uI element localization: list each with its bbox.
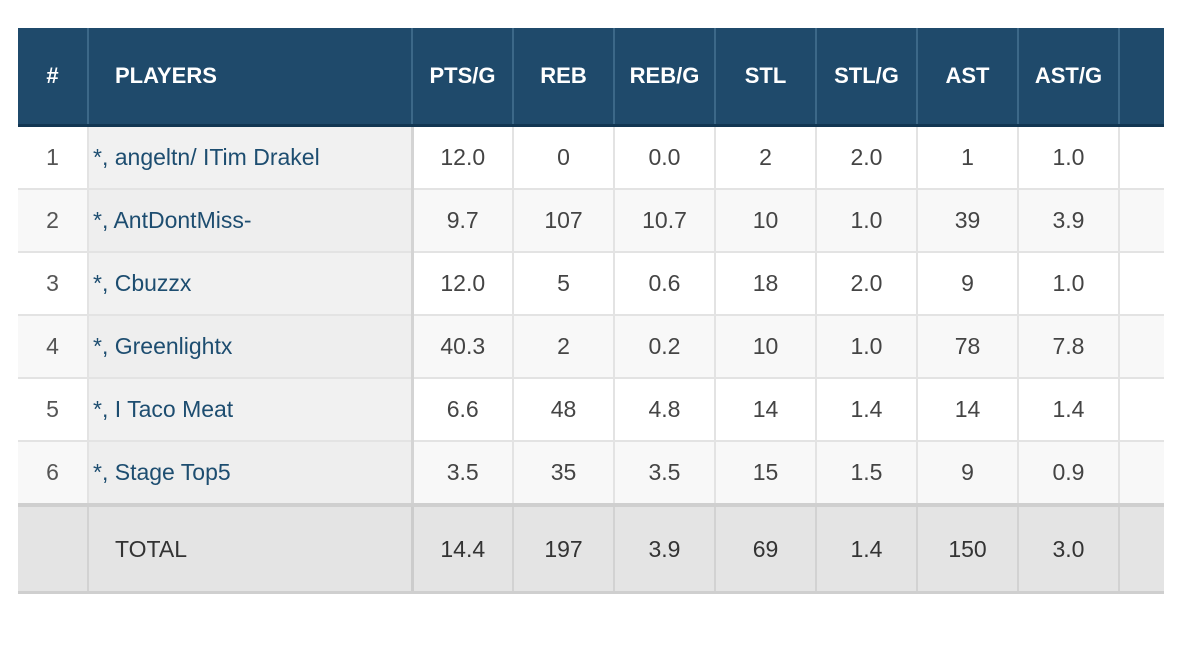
stl-cell: 10 (715, 315, 817, 379)
total-stl-per-game: 1.4 (816, 503, 918, 594)
ast-cell: 39 (917, 189, 1019, 253)
stl-per-game-cell: 2.0 (816, 252, 918, 316)
total-reb-per-game: 3.9 (614, 503, 716, 594)
stl-per-game-cell: 2.0 (816, 125, 918, 190)
pts-per-game-cell: 6.6 (412, 378, 514, 442)
ast-per-game-cell: 1.0 (1018, 252, 1120, 316)
table-row: 1 *, angeltn/ ITim Drakel 12.0 0 0.0 2 2… (18, 125, 1164, 190)
ast-per-game-cell: 1.0 (1018, 125, 1120, 190)
next-column-cell (1119, 441, 1164, 506)
table-row: 6 *, Stage Top5 3.5 35 3.5 15 1.5 9 0.9 (18, 441, 1164, 506)
rank-cell: 1 (18, 125, 89, 190)
player-link[interactable]: *, Stage Top5 (88, 441, 414, 506)
next-column-cell (1119, 189, 1164, 253)
reb-cell: 48 (513, 378, 615, 442)
ast-cell: 1 (917, 125, 1019, 190)
stl-cell: 2 (715, 125, 817, 190)
stl-per-game-cell: 1.0 (816, 315, 918, 379)
total-stl: 69 (715, 503, 817, 594)
header-stl-per-game[interactable]: STL/G (816, 28, 918, 127)
header-players[interactable]: PLAYERS (88, 28, 413, 127)
stl-per-game-cell: 1.5 (816, 441, 918, 506)
ast-per-game-cell: 0.9 (1018, 441, 1120, 506)
reb-cell: 107 (513, 189, 615, 253)
header-stl[interactable]: STL (715, 28, 817, 127)
reb-per-game-cell: 3.5 (614, 441, 716, 506)
next-column-cell (1119, 252, 1164, 316)
pts-per-game-cell: 12.0 (412, 125, 514, 190)
next-column-cell (1119, 125, 1164, 190)
pts-per-game-cell: 9.7 (412, 189, 514, 253)
ast-per-game-cell: 3.9 (1018, 189, 1120, 253)
next-column-cell (1119, 378, 1164, 442)
total-next-column (1119, 503, 1164, 594)
table-row: 4 *, Greenlightx 40.3 2 0.2 10 1.0 78 7.… (18, 315, 1164, 379)
next-column-cell (1119, 315, 1164, 379)
table-row: 5 *, I Taco Meat 6.6 48 4.8 14 1.4 14 1.… (18, 378, 1164, 442)
table-row: 2 *, AntDontMiss- 9.7 107 10.7 10 1.0 39… (18, 189, 1164, 253)
rank-cell: 2 (18, 189, 89, 253)
reb-per-game-cell: 0.6 (614, 252, 716, 316)
rank-cell: 5 (18, 378, 89, 442)
stl-cell: 15 (715, 441, 817, 506)
table-row: 3 *, Cbuzzx 12.0 5 0.6 18 2.0 9 1.0 (18, 252, 1164, 316)
pts-per-game-cell: 12.0 (412, 252, 514, 316)
player-stats-table: # PLAYERS PTS/G REB REB/G STL STL/G AST … (18, 28, 1164, 594)
ast-cell: 78 (917, 315, 1019, 379)
table-body: 1 *, angeltn/ ITim Drakel 12.0 0 0.0 2 2… (18, 125, 1164, 506)
pts-per-game-cell: 3.5 (412, 441, 514, 506)
ast-cell: 14 (917, 378, 1019, 442)
header-rank[interactable]: # (18, 28, 89, 127)
reb-cell: 35 (513, 441, 615, 506)
rank-cell: 4 (18, 315, 89, 379)
reb-per-game-cell: 0.2 (614, 315, 716, 379)
reb-cell: 5 (513, 252, 615, 316)
player-link[interactable]: *, I Taco Meat (88, 378, 414, 442)
stl-per-game-cell: 1.0 (816, 189, 918, 253)
total-label: TOTAL (88, 503, 414, 594)
player-link[interactable]: *, AntDontMiss- (88, 189, 414, 253)
player-link[interactable]: *, Greenlightx (88, 315, 414, 379)
header-ast-per-game[interactable]: AST/G (1018, 28, 1120, 127)
stl-per-game-cell: 1.4 (816, 378, 918, 442)
stats-table-viewport[interactable]: # PLAYERS PTS/G REB REB/G STL STL/G AST … (18, 28, 1164, 608)
table-footer: TOTAL 14.4 197 3.9 69 1.4 150 3.0 (18, 503, 1164, 594)
total-ast-per-game: 3.0 (1018, 503, 1120, 594)
header-pts-per-game[interactable]: PTS/G (412, 28, 514, 127)
reb-per-game-cell: 10.7 (614, 189, 716, 253)
ast-cell: 9 (917, 441, 1019, 506)
reb-per-game-cell: 4.8 (614, 378, 716, 442)
header-reb[interactable]: REB (513, 28, 615, 127)
player-link[interactable]: *, angeltn/ ITim Drakel (88, 125, 414, 190)
reb-cell: 0 (513, 125, 615, 190)
header-reb-per-game[interactable]: REB/G (614, 28, 716, 127)
total-rank-cell (18, 503, 89, 594)
stl-cell: 18 (715, 252, 817, 316)
stl-cell: 10 (715, 189, 817, 253)
ast-cell: 9 (917, 252, 1019, 316)
ast-per-game-cell: 7.8 (1018, 315, 1120, 379)
reb-cell: 2 (513, 315, 615, 379)
total-pts-per-game: 14.4 (412, 503, 514, 594)
total-row: TOTAL 14.4 197 3.9 69 1.4 150 3.0 (18, 503, 1164, 594)
ast-per-game-cell: 1.4 (1018, 378, 1120, 442)
reb-per-game-cell: 0.0 (614, 125, 716, 190)
total-reb: 197 (513, 503, 615, 594)
stl-cell: 14 (715, 378, 817, 442)
pts-per-game-cell: 40.3 (412, 315, 514, 379)
rank-cell: 6 (18, 441, 89, 506)
player-link[interactable]: *, Cbuzzx (88, 252, 414, 316)
rank-cell: 3 (18, 252, 89, 316)
total-ast: 150 (917, 503, 1019, 594)
table-header: # PLAYERS PTS/G REB REB/G STL STL/G AST … (18, 28, 1164, 127)
header-ast[interactable]: AST (917, 28, 1019, 127)
header-next-column[interactable]: B (1119, 28, 1164, 127)
